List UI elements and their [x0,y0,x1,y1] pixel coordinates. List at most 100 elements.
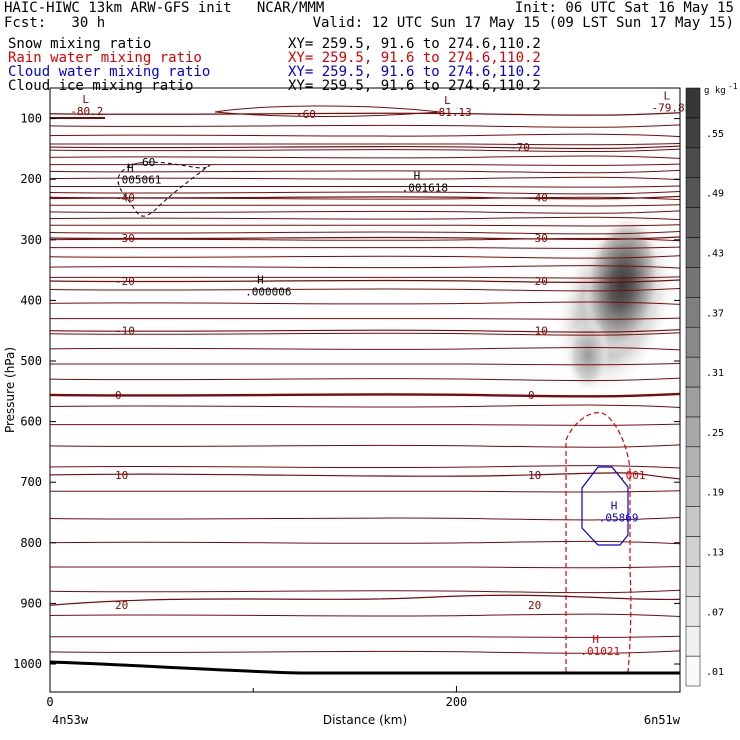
isotherm-line [49,231,681,235]
header-title: HAIC-HIWC 13km ARW-GFS init NCAR/MMM [4,0,325,16]
field-name-rain: Rain water mixing ratio [8,50,202,66]
ice-shading-core [583,215,661,355]
isotherm--60 [49,112,681,116]
isotherm-label-left: 20 [115,599,128,612]
x-axis-title: Distance (km) [323,713,407,727]
isotherm-line [49,169,681,174]
isotherm-label-right: 20 [528,599,541,612]
isotherm-line [49,635,681,638]
isotherm-label-right: -10 [528,325,548,338]
field-xy-cloud-water: XY= 259.5, 91.6 to 274.6,110.2 [288,64,541,80]
isotherm--30 [49,236,681,240]
isotherm-line [49,155,681,159]
extremum-marker: H [592,633,599,646]
isotherm-line [49,444,681,448]
isotherm-line [49,163,681,166]
isotherm-line [49,404,681,408]
colorbar-cell [685,655,701,687]
isotherm-line [49,276,681,279]
y-tick-label: 1000 [13,657,42,671]
field-name-snow: Snow mixing ratio [8,36,152,52]
colorbar-tick-label: .13 [706,547,724,558]
field-xy-rain: XY= 259.5, 91.6 to 274.6,110.2 [288,50,541,66]
temperature-isotherms [49,105,681,654]
isotherm-line [49,204,681,207]
isotherm-lens [214,105,441,117]
extremum-marker: H [257,274,264,287]
colorbar-cell [685,625,701,657]
colorbar-tick-label: .31 [706,368,724,379]
colorbar-cell [685,297,701,328]
colorbar-tick-label: .43 [706,248,724,259]
extremum-value: .05869 [599,512,639,525]
isotherm-20 [49,594,681,606]
isotherm-line [49,346,681,351]
isotherm-line [49,124,681,128]
isotherm-line [49,650,681,654]
isotherm-label-left: -20 [115,275,135,288]
extremum-marker: H [127,161,134,174]
colorbar-cell [685,416,701,448]
isotherm-line [49,540,681,545]
colorbar-cell [685,356,701,388]
field-xy-snow: XY= 259.5, 91.6 to 274.6,110.2 [288,36,541,52]
isotherm--70 [49,145,681,150]
isotherm-label-right: 0 [528,389,535,402]
extremum-value: -60 [135,156,155,169]
cloud-ice-shading [552,212,678,398]
isotherm--40 [49,195,681,200]
extremum-value: .000006 [245,286,291,299]
field-name-cloud-ice: Cloud ice mixing ratio [8,78,194,94]
colorbar-tick-label: .55 [706,129,724,140]
isotherm-label-left: -40 [115,191,135,204]
isotherm-line [49,589,681,594]
y-tick-label: 500 [20,354,42,368]
isotherm-line [49,423,681,426]
colorbar-tick-label: .01 [706,667,724,678]
x-end-label-right: 6n51w [644,713,681,727]
colorbar-unit: g kg [704,86,726,96]
isotherm-line [49,224,681,227]
field-xy-cloud-ice: XY= 259.5, 91.6 to 274.6,110.2 [288,78,541,94]
isotherm-line [49,490,681,493]
y-tick-label: 600 [20,415,42,429]
header-init: Init: 06 UTC Sat 16 May 15 [514,0,734,16]
y-tick-label: 400 [20,293,42,307]
isotherm-line [49,176,681,181]
extremum-value: .001618 [402,181,448,194]
extremum-marker: H [414,169,421,182]
y-tick-label: 100 [20,112,42,126]
isotherm-line [49,332,681,336]
y-axis-title: Pressure (hPa) [3,347,17,433]
isotherm-label-right: 10 [528,469,541,482]
isotherm--10 [49,329,681,333]
isotherm-line [49,143,681,146]
colorbar-cell [685,566,701,597]
isotherm-line [49,377,681,382]
isotherm-label-right: -20 [528,275,548,288]
colorbar-tick-label: .49 [706,189,724,200]
isotherm-label-left: -30 [115,232,135,245]
isotherm-line [49,287,681,292]
isotherm-line [49,210,681,214]
isotherm-label-right: -40 [528,191,548,204]
colorbar-tick-label: .37 [706,308,724,319]
y-tick-label: 800 [20,536,42,550]
isotherm-line [49,185,681,188]
colorbar-cell [685,386,701,418]
x-tick-label: 200 [446,695,468,709]
plot-frame [49,87,681,693]
colorbar-cell [685,596,701,627]
extremum-marker: L [664,89,671,102]
contour-labels: -70 -60 -40 -40 -30 -30 -20 -20 -10 -10 0 0 10 10 20 20… [70,89,691,658]
isotherm--20 [49,279,681,283]
extremum-value: .001 [619,469,646,482]
extremum-value: .01021 [580,645,620,658]
isotherm-line [49,517,681,521]
isotherm-0 [49,392,681,398]
y-tick-label: 700 [20,475,42,489]
extremum-value: -81.13 [432,106,472,119]
colorbar-cell [685,476,701,507]
colorbar: .01 .07 .13 .19 .25 .31 .37 .43 .49 .55 g kg -1 [685,82,738,687]
y-tick-label: 900 [20,596,42,610]
